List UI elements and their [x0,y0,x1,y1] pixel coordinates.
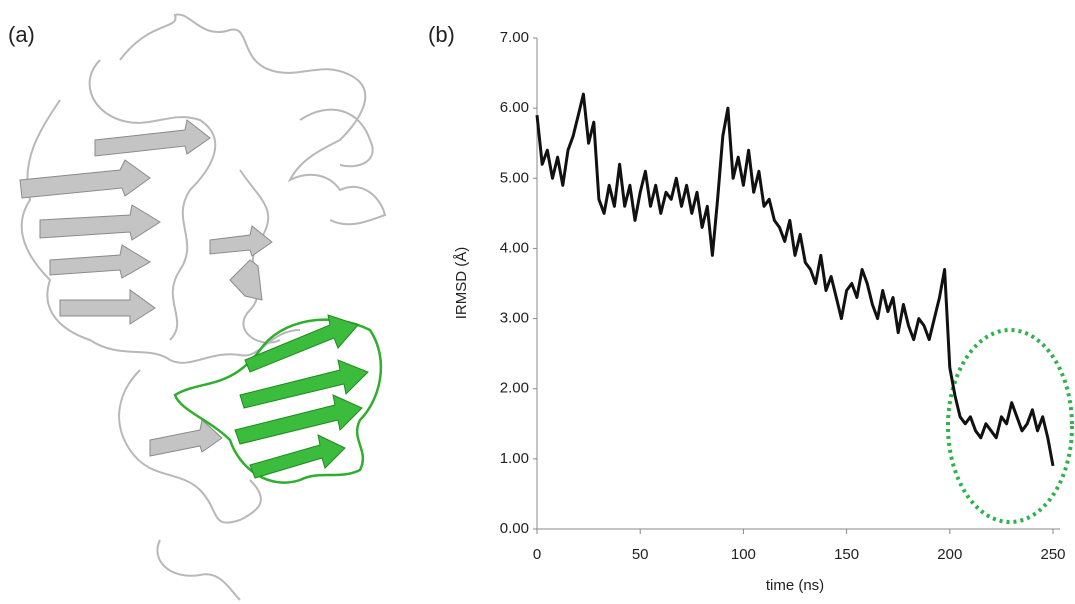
y-axis-title: IRMSD (Å) [453,247,470,320]
y-tick-label: 1.00 [500,450,529,467]
panel-label: (b) [428,22,455,47]
x-axis-title: time (ns) [766,577,824,594]
y-tick-label: 2.00 [500,380,529,397]
y-tick-label: 0.00 [500,520,529,537]
x-tick-label: 150 [834,546,859,563]
y-tick-label: 4.00 [500,239,529,256]
y-tick-label: 6.00 [500,99,529,116]
protein-structure [19,13,387,601]
y-tick-label: 7.00 [500,29,529,46]
data-line [535,92,1055,467]
panel-label: (a) [8,22,35,47]
highlight-ellipse [946,328,1074,524]
x-tick-label: 100 [731,546,756,563]
y-tick-label: 5.00 [500,169,529,186]
y-tick-label: 3.00 [500,310,529,327]
x-tick-label: 200 [937,546,962,563]
x-tick-label: 50 [632,546,649,563]
x-tick-label: 0 [533,546,541,563]
x-tick-label: 250 [1040,546,1065,563]
